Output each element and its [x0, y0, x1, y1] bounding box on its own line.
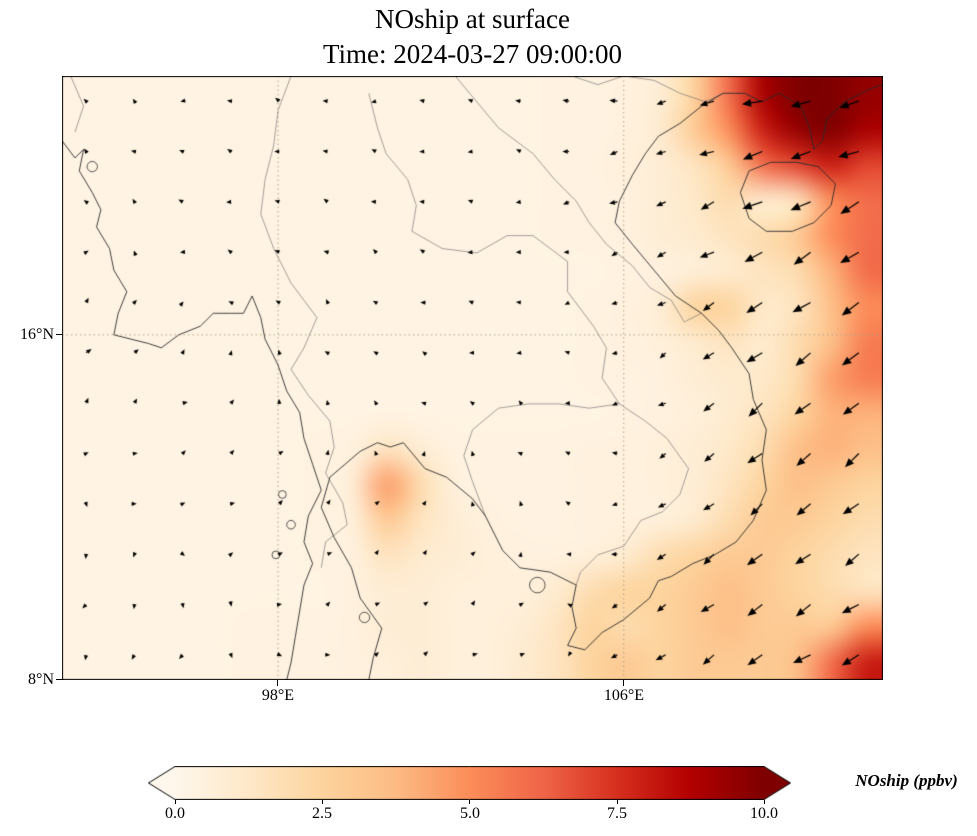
- y-tick-mark: [56, 679, 62, 680]
- colorbar-tick-mark: [322, 800, 323, 804]
- colorbar-tick-label: 2.5: [312, 805, 332, 822]
- colorbar-tick-label: 7.5: [607, 805, 627, 822]
- colorbar-tick-mark: [469, 800, 470, 804]
- title-block: NOship at surface Time: 2024-03-27 09:00…: [62, 2, 883, 72]
- colorbar-tick-mark: [175, 800, 176, 804]
- y-tick-mark: [56, 334, 62, 335]
- map-heatmap-canvas: [62, 76, 883, 680]
- colorbar-tick-label: 5.0: [460, 805, 480, 822]
- plot-time-subtitle: Time: 2024-03-27 09:00:00: [322, 39, 623, 69]
- x-axis-tick-label-98e: 98°E: [261, 687, 295, 704]
- colorbar-tick-mark: [617, 800, 618, 804]
- colorbar-tick-label: 0.0: [165, 805, 185, 822]
- colorbar-label: NOship (ppbv): [855, 771, 958, 790]
- colorbar-tick-label: 10.0: [750, 805, 778, 822]
- x-tick-mark: [623, 680, 624, 686]
- plot-title: NOship at surface: [375, 4, 570, 34]
- x-tick-mark: [277, 680, 278, 686]
- colorbar-tick-mark: [764, 800, 765, 804]
- y-axis-tick-label-8n: 8°N: [28, 671, 54, 688]
- x-axis-tick-label-106e: 106°E: [603, 687, 645, 704]
- y-axis-tick-label-16n: 16°N: [20, 326, 54, 343]
- colorbar-canvas: [148, 766, 791, 800]
